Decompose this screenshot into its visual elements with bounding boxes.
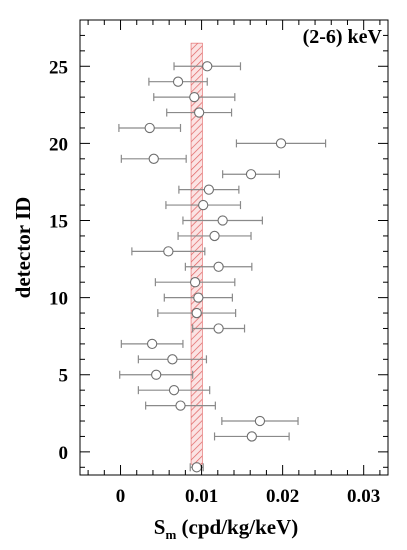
x-axis-title-subscript: m [165, 527, 176, 542]
x-axis-title-symbol: S [154, 515, 166, 539]
x-axis-title-units: (cpd/kg/keV) [176, 515, 298, 539]
y-tick-label: 10 [49, 289, 68, 310]
data-point [151, 369, 162, 380]
ticks-layer: 0 0.01 0.02 0.03 0 5 10 15 20 25 [49, 20, 388, 507]
data-point [167, 354, 178, 365]
data-point [213, 261, 224, 272]
data-point [172, 76, 184, 87]
data-point [175, 400, 186, 411]
y-axis-title: detector ID [11, 197, 35, 299]
y-tick-label: 5 [59, 366, 69, 387]
data-point [191, 462, 202, 473]
data-point [168, 385, 180, 396]
data-point [193, 292, 204, 303]
axes-layer [79, 19, 389, 476]
data-point [144, 122, 155, 134]
data-point [217, 215, 228, 226]
average-modulation-band [190, 42, 203, 465]
x-tick-label: 0.01 [185, 486, 218, 507]
data-point [163, 246, 174, 257]
y-tick-label: 0 [59, 443, 69, 464]
data-point [189, 277, 201, 288]
chart-title: (2-6) keV [303, 26, 383, 48]
y-tick-label: 15 [49, 212, 68, 233]
data-marks-layer [118, 61, 327, 473]
data-point [148, 153, 159, 164]
x-tick-label: 0 [116, 486, 126, 507]
average-band-layer [190, 42, 203, 465]
x-tick-label: 0.03 [347, 486, 380, 507]
data-point [254, 415, 266, 427]
data-point [198, 199, 209, 211]
data-point [245, 169, 257, 180]
data-point [202, 61, 213, 72]
data-point [193, 107, 205, 118]
y-tick-label: 25 [49, 57, 68, 78]
plot-frame [79, 19, 389, 476]
data-point [275, 138, 287, 149]
data-point [146, 338, 158, 350]
data-point [189, 91, 200, 103]
data-point [191, 307, 202, 319]
data-point [203, 184, 215, 195]
y-tick-label: 20 [49, 134, 68, 155]
x-tick-label: 0.02 [266, 486, 299, 507]
data-point [209, 230, 220, 242]
data-point [213, 323, 224, 334]
x-axis-title: Sm (cpd/kg/keV) [154, 515, 298, 542]
data-point [246, 431, 257, 442]
